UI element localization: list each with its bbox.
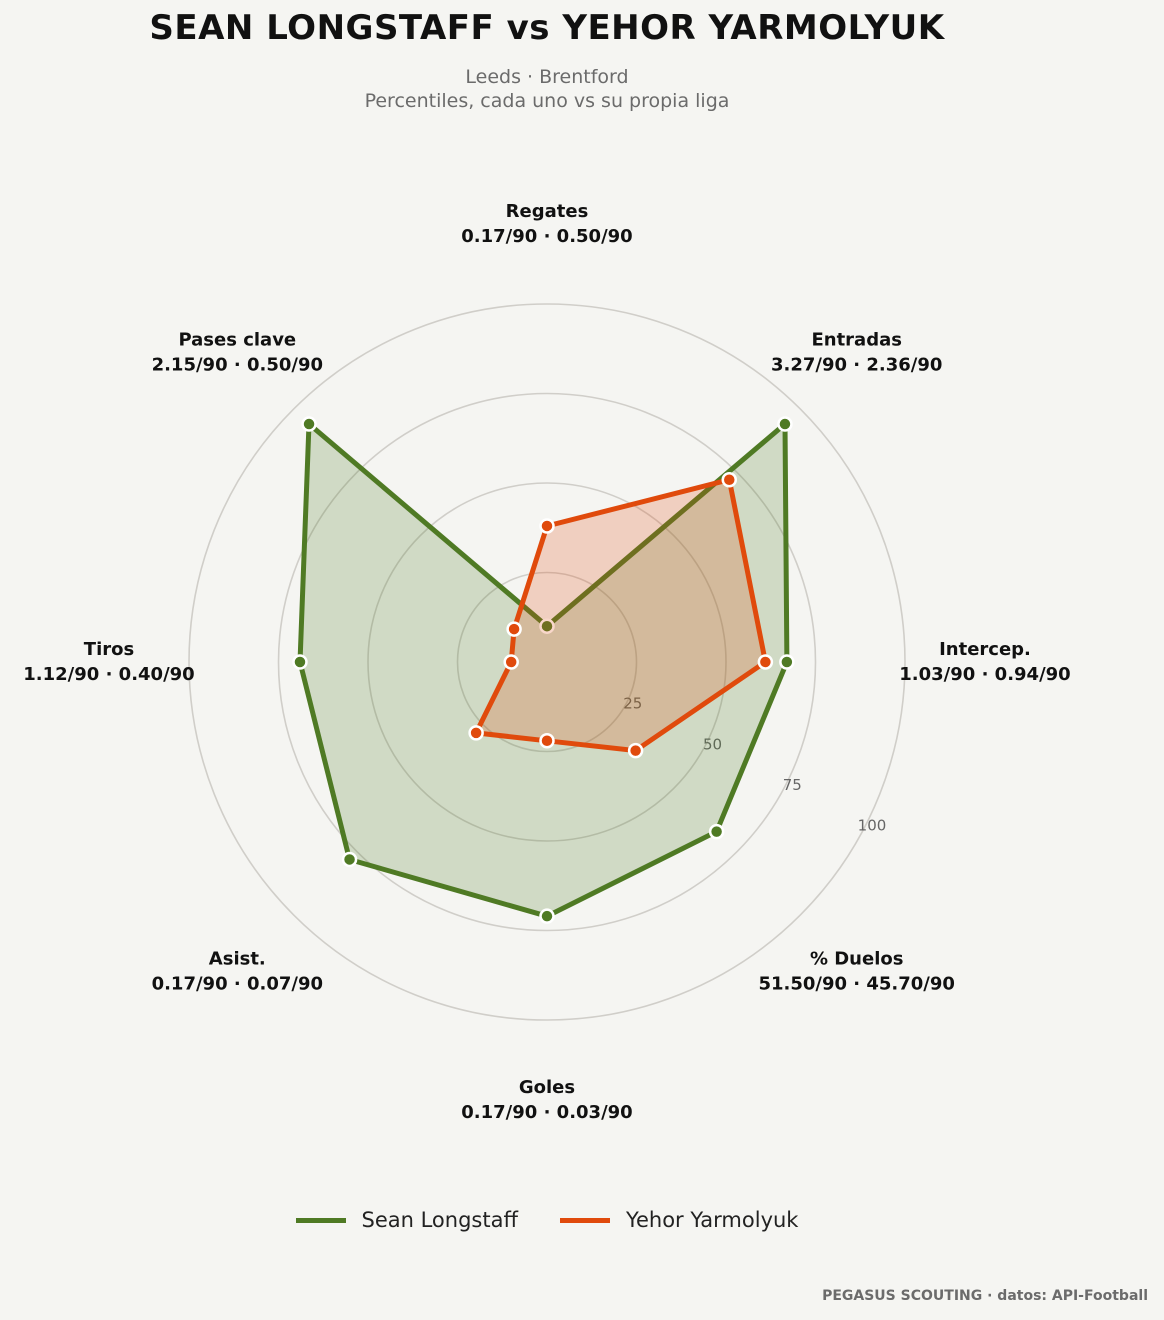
radar-grid [188, 303, 906, 1021]
axis-values-0: 0.17/90 · 0.50/90 [461, 226, 632, 247]
legend-swatch-yarmolyuk [559, 1217, 610, 1223]
page-title: SEAN LONGSTAFF vs YEHOR YARMOLYUK [149, 8, 945, 48]
series-point-1-0 [539, 518, 555, 534]
series-point-0-6 [292, 654, 308, 670]
legend-item-yarmolyuk: Yehor Yarmolyuk [559, 1208, 799, 1232]
grid-ring-75 [277, 392, 817, 932]
axis-values-1: 3.27/90 · 2.36/90 [771, 354, 942, 375]
series-point-1-7 [506, 621, 522, 637]
axis-label-1: Entradas [811, 329, 901, 350]
series-point-0-0 [539, 618, 555, 634]
series-area-1 [476, 479, 766, 751]
grid-ring-25 [456, 571, 638, 753]
axis-label-group-6: Tiros 1.12/90 · 0.40/90 [23, 639, 194, 685]
series-point-1-3 [627, 742, 644, 759]
axis-label-4: Goles [519, 1077, 575, 1098]
axis-label-5: Asist. [209, 949, 266, 970]
series-point-1-4 [539, 733, 555, 749]
axis-label-group-3: % Duelos 51.50/90 · 45.70/90 [758, 949, 955, 995]
radar-chart: 25 50 75 100 Regates 0.17/90 · 0.50/90 Entrad… [23, 201, 1070, 1123]
subtitle-description: Percentiles, cada uno vs su propia liga [364, 90, 730, 112]
axis-label-group-1: Entradas 3.27/90 · 2.36/90 [771, 329, 942, 375]
tick-label-100: 100 [858, 817, 887, 835]
series-point-1-6 [503, 654, 519, 670]
series-yarmolyuk [468, 471, 774, 759]
axis-values-3: 51.50/90 · 45.70/90 [758, 974, 955, 995]
series-point-0-7 [301, 416, 317, 432]
axis-label-2: Intercep. [939, 639, 1031, 660]
series-point-0-3 [708, 823, 725, 840]
series-point-0-1 [777, 416, 793, 432]
series-point-1-2 [757, 654, 774, 670]
series-area-0 [300, 424, 787, 917]
legend-swatch-longstaff [295, 1217, 346, 1223]
radar-series [292, 416, 795, 924]
axis-values-6: 1.12/90 · 0.40/90 [23, 664, 194, 685]
legend-item-longstaff: Sean Longstaff [295, 1208, 518, 1232]
axis-label-0: Regates [506, 201, 589, 222]
axis-label-7: Pases clave [178, 329, 296, 350]
legend-label-longstaff: Sean Longstaff [361, 1208, 518, 1232]
axis-values-7: 2.15/90 · 0.50/90 [152, 354, 323, 375]
axis-labels: Regates 0.17/90 · 0.50/90 Entradas 3.27/90 … [23, 201, 1070, 1123]
axis-label-6: Tiros [84, 639, 134, 660]
radial-ticks: 25 50 75 100 [623, 695, 886, 835]
footer-credit: PEGASUS SCOUTING · datos: API-Football [822, 1288, 1148, 1304]
series-longstaff [292, 416, 795, 924]
axis-label-group-2: Intercep. 1.03/90 · 0.94/90 [899, 639, 1070, 685]
axis-label-group-7: Pases clave 2.15/90 · 0.50/90 [152, 329, 323, 375]
legend: Sean Longstaff Yehor Yarmolyuk [0, 1208, 1094, 1232]
axis-label-3: % Duelos [810, 949, 904, 970]
axis-values-4: 0.17/90 · 0.03/90 [461, 1102, 632, 1123]
tick-label-25: 25 [623, 695, 642, 713]
grid-ring-50 [367, 482, 727, 842]
series-point-0-4 [539, 908, 555, 924]
series-point-0-2 [779, 654, 795, 670]
grid-ring-100 [188, 303, 906, 1021]
axis-label-group-5: Asist. 0.17/90 · 0.07/90 [152, 949, 323, 995]
axis-label-group-0: Regates 0.17/90 · 0.50/90 [461, 201, 632, 247]
series-point-1-5 [468, 725, 484, 741]
tick-label-75: 75 [783, 776, 802, 794]
tick-label-50: 50 [703, 735, 722, 753]
legend-label-yarmolyuk: Yehor Yarmolyuk [625, 1208, 799, 1232]
axis-label-group-4: Goles 0.17/90 · 0.03/90 [461, 1077, 632, 1123]
series-point-1-1 [721, 471, 738, 488]
axis-values-2: 1.03/90 · 0.94/90 [899, 664, 1070, 685]
series-point-0-5 [341, 851, 358, 868]
subtitle-teams: Leeds · Brentford [465, 66, 629, 88]
axis-values-5: 0.17/90 · 0.07/90 [152, 974, 323, 995]
